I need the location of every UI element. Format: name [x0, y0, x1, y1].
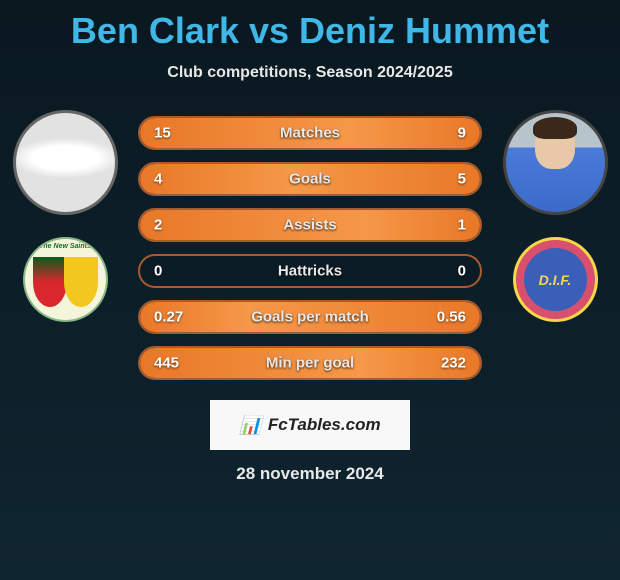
right-player-column: D.I.F. [490, 102, 620, 322]
stat-value-right: 5 [458, 171, 466, 188]
stat-label: Assists [283, 217, 336, 234]
comparison-content: The New Saints D.I.F. 15 9 Matches 4 5 Goals 2… [0, 102, 620, 382]
stat-row: 2 1 Assists [138, 208, 482, 242]
stat-row: 4 5 Goals [138, 162, 482, 196]
stat-value-left: 4 [154, 171, 162, 188]
left-club-badge-text: The New Saints [25, 243, 106, 250]
right-club-badge-text: D.I.F. [539, 272, 572, 288]
stat-value-right: 1 [458, 217, 466, 234]
stat-value-left: 0 [154, 263, 162, 280]
left-club-badge: The New Saints [23, 237, 108, 322]
stat-fill-left [140, 164, 290, 194]
watermark: 📊 FcTables.com [210, 400, 410, 450]
stat-value-left: 2 [154, 217, 162, 234]
stat-value-right: 9 [458, 125, 466, 142]
right-club-badge-inner: D.I.F. [524, 248, 587, 311]
watermark-icon: 📊 [239, 415, 261, 436]
stat-label: Goals [289, 171, 331, 188]
page-title: Ben Clark vs Deniz Hummet [0, 0, 620, 52]
stat-label: Goals per match [251, 309, 369, 326]
right-club-badge: D.I.F. [513, 237, 598, 322]
stat-value-right: 232 [441, 355, 466, 372]
left-player-column: The New Saints [0, 102, 130, 322]
date-line: 28 november 2024 [0, 464, 620, 484]
stat-value-left: 445 [154, 355, 179, 372]
stat-label: Hattricks [278, 263, 342, 280]
stat-value-right: 0 [458, 263, 466, 280]
stat-value-left: 15 [154, 125, 171, 142]
stat-label: Min per goal [266, 355, 354, 372]
stat-row: 445 232 Min per goal [138, 346, 482, 380]
left-player-photo [13, 110, 118, 215]
stat-value-right: 0.56 [437, 309, 466, 326]
stat-row: 0 0 Hattricks [138, 254, 482, 288]
stat-value-left: 0.27 [154, 309, 183, 326]
subtitle: Club competitions, Season 2024/2025 [0, 64, 620, 82]
stat-row: 15 9 Matches [138, 116, 482, 150]
right-player-photo [503, 110, 608, 215]
stat-label: Matches [280, 125, 340, 142]
watermark-text: FcTables.com [268, 415, 381, 435]
stat-row: 0.27 0.56 Goals per match [138, 300, 482, 334]
stats-container: 15 9 Matches 4 5 Goals 2 1 Assists 0 0 Hattricks 0.2… [138, 116, 482, 380]
